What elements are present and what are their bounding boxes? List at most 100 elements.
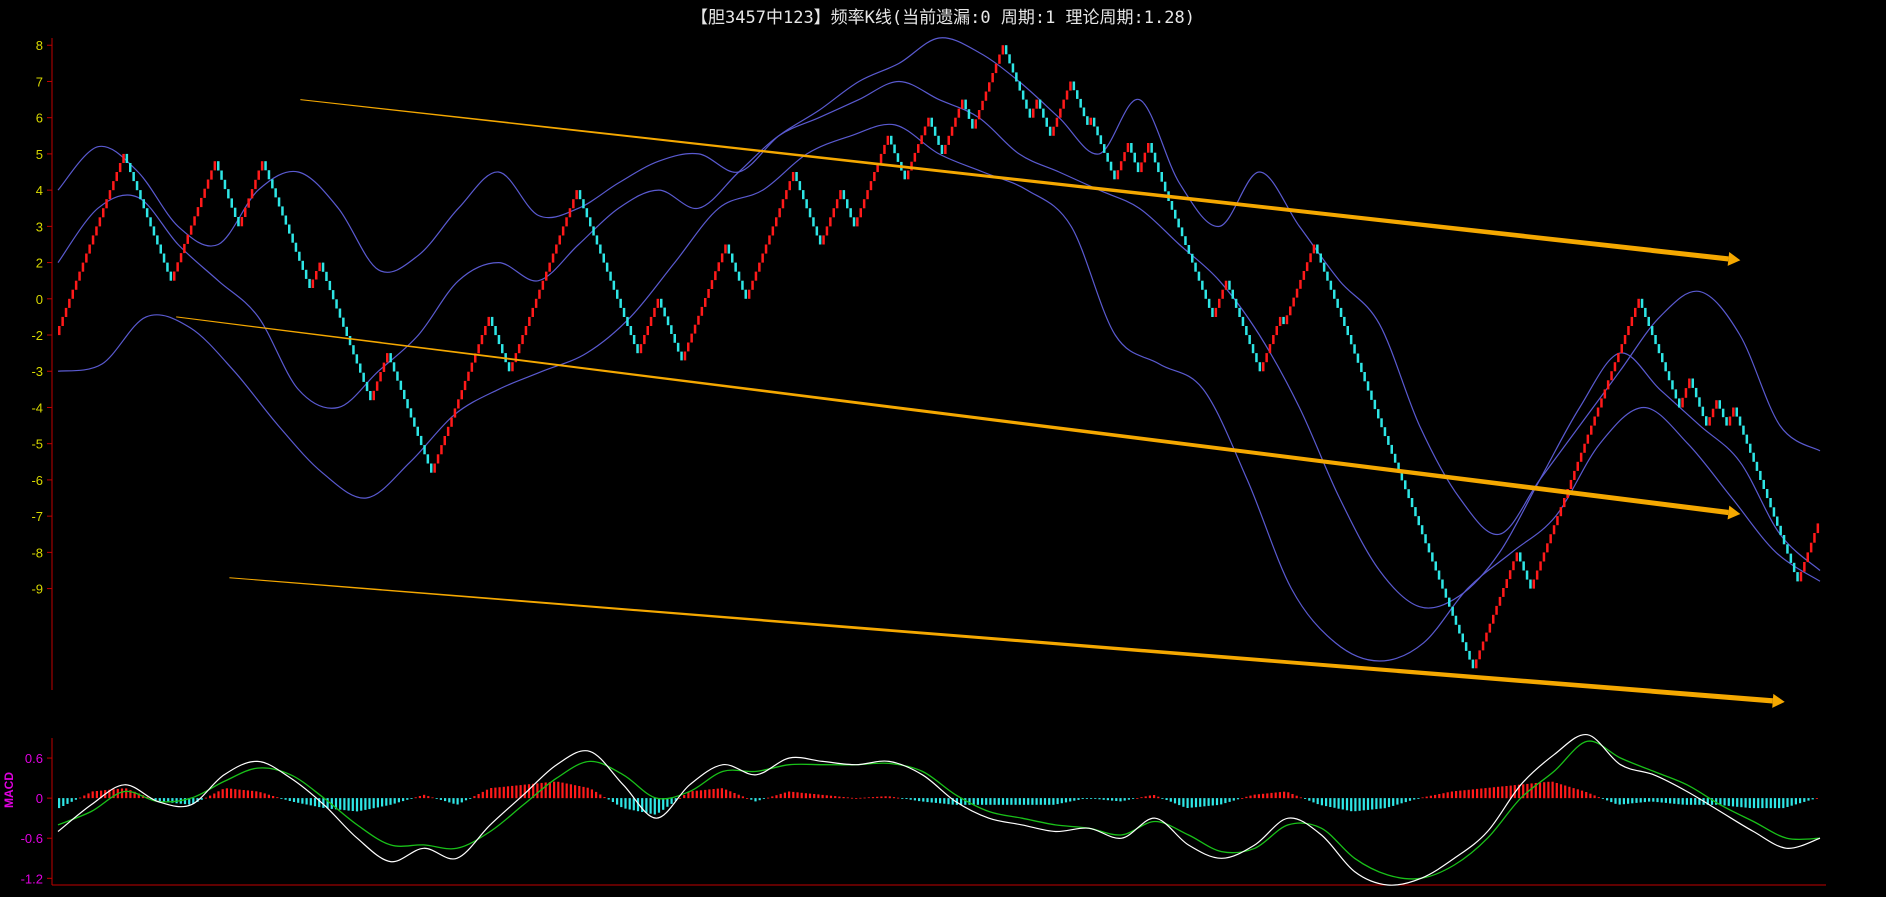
candle-up	[528, 316, 531, 326]
candle-up	[704, 298, 707, 307]
candle-down	[1048, 126, 1052, 136]
macd-bar-negative	[318, 798, 321, 808]
macd-bar-positive	[871, 797, 875, 799]
macd-bar-positive	[498, 787, 501, 799]
macd-bar-negative	[376, 798, 379, 808]
candle-down	[1021, 90, 1025, 100]
macd-bar-positive	[79, 797, 82, 799]
macd-bar-positive	[1136, 798, 1139, 799]
macd-bar-positive	[1538, 782, 1542, 799]
candle-down	[636, 344, 639, 354]
candle-down	[940, 144, 944, 154]
macd-bar-positive	[704, 789, 707, 799]
candle-up	[920, 135, 923, 145]
macd-bar-negative	[1794, 798, 1797, 805]
candle-up	[484, 326, 487, 336]
candle-down	[490, 316, 494, 326]
candle-up	[1799, 571, 1803, 582]
candle-down	[1427, 543, 1431, 553]
candle-down	[1451, 606, 1454, 616]
macd-bar-positive	[737, 794, 740, 799]
candle-up	[68, 298, 71, 308]
candle-up	[206, 179, 210, 189]
trend-arrow-head-1	[1727, 251, 1741, 266]
macd-bar-positive	[569, 784, 572, 799]
candle-up	[311, 279, 315, 288]
macd-bar-negative	[947, 798, 950, 805]
candle-down	[223, 179, 227, 190]
candle-up	[1728, 416, 1732, 426]
macd-bar-negative	[1345, 798, 1349, 811]
candle-up	[74, 280, 78, 290]
macd-bar-positive	[272, 796, 275, 799]
candle-down	[1255, 353, 1258, 363]
macd-bar-negative	[1761, 798, 1764, 809]
candle-up	[1563, 498, 1566, 508]
candle-down	[1241, 316, 1245, 326]
candle-up	[1505, 579, 1508, 588]
candle-down	[355, 354, 359, 364]
macd-bar-negative	[322, 798, 325, 808]
candle-down	[964, 99, 967, 110]
macd-bar-positive	[574, 785, 577, 799]
macd-bar-negative	[393, 798, 396, 804]
candle-up	[1576, 461, 1579, 471]
candle-up	[1532, 579, 1535, 589]
candle-down	[815, 226, 819, 236]
candle-up	[1305, 262, 1309, 272]
main-tick-label: 4	[36, 183, 43, 198]
candle-up	[240, 217, 244, 227]
macd-bar-positive	[553, 781, 556, 799]
candle-down	[1444, 588, 1448, 598]
candle-down	[1698, 397, 1701, 407]
candle-down	[680, 351, 683, 361]
candle-up	[876, 163, 879, 173]
main-tick-label: -8	[31, 545, 43, 560]
candle-up	[754, 271, 758, 281]
candle-down	[1749, 443, 1752, 453]
candle-up	[771, 226, 775, 236]
macd-bar-negative	[1643, 798, 1646, 803]
macd-bar-negative	[1362, 798, 1365, 811]
macd-bar-positive	[1555, 783, 1558, 799]
macd-bar-negative	[750, 798, 753, 800]
candle-up	[1032, 108, 1035, 118]
macd-bar-positive	[863, 797, 866, 799]
candle-down	[389, 353, 392, 363]
candle-down	[1160, 172, 1163, 182]
macd-bar-positive	[741, 796, 744, 799]
candle-up	[1610, 371, 1613, 381]
macd-bar-negative	[1085, 798, 1088, 799]
macd-bar-positive	[540, 782, 543, 799]
macd-bar-negative	[444, 798, 447, 802]
candle-down	[734, 262, 737, 272]
macd-bar-negative	[1199, 798, 1202, 807]
macd-bar-positive	[120, 788, 124, 799]
macd-bar-negative	[1710, 798, 1714, 805]
main-tick-label: 6	[36, 111, 43, 126]
candle-up	[1147, 143, 1150, 153]
band-lower-line	[57, 123, 1821, 662]
candle-up	[531, 307, 534, 317]
macd-bar-positive	[1429, 795, 1432, 799]
macd-bar-positive	[242, 790, 245, 799]
macd-bar-negative	[1706, 798, 1709, 805]
macd-bar-positive	[746, 798, 749, 799]
candle-down	[403, 389, 406, 400]
candle-up	[463, 380, 467, 391]
candle-down	[1414, 507, 1417, 517]
main-tick-label: -6	[31, 473, 43, 488]
candle-up	[1512, 561, 1515, 571]
candle-down	[129, 163, 132, 173]
macd-bar-positive	[1425, 796, 1428, 799]
macd-bar-positive	[511, 785, 514, 799]
candle-down	[494, 326, 497, 336]
main-tick-label: 8	[36, 38, 43, 53]
macd-bar-negative	[972, 798, 975, 805]
macd-bar-negative	[1173, 798, 1177, 804]
candle-down	[1163, 181, 1167, 192]
macd-bar-positive	[590, 789, 593, 799]
macd-bar-negative	[1614, 798, 1617, 804]
candle-up	[517, 344, 521, 354]
candle-down	[660, 298, 663, 308]
